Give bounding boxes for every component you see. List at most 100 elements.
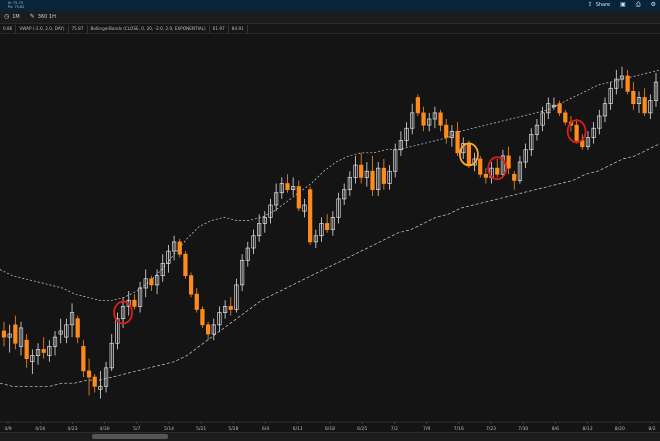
candle-up (347, 177, 352, 191)
x-tick-label: 6/11 (293, 426, 303, 432)
small-line-1: N: 75.75 (8, 1, 23, 5)
x-tick-label: 8/6 (552, 426, 559, 432)
candle-up (268, 204, 273, 218)
highlight-circle-orange (459, 142, 479, 167)
candle-down (359, 164, 364, 178)
x-tick-label: 5/28 (228, 426, 238, 432)
candle-up (115, 318, 120, 344)
candle-up (540, 112, 545, 126)
candle-down (24, 339, 29, 359)
x-tick-label: 8/13 (583, 426, 593, 432)
highlight-circle-red (566, 119, 587, 144)
candle-down (81, 345, 86, 372)
candle-up (529, 134, 534, 151)
candle-up (154, 275, 160, 286)
candle-up (120, 306, 126, 320)
candle-down (483, 173, 489, 178)
candle-down (13, 324, 18, 344)
candle-down (149, 278, 154, 286)
candle-up (64, 324, 69, 338)
candle-down (296, 186, 301, 209)
horizontal-scrollbar[interactable] (0, 432, 660, 441)
candle-down (455, 130, 460, 154)
bollinger-bands (0, 69, 660, 387)
candle-up (410, 112, 415, 129)
x-tick-label: 7/30 (518, 426, 528, 432)
candle-down (642, 97, 647, 114)
candle-up (319, 223, 324, 237)
gear-icon[interactable]: ⚙ (650, 1, 656, 8)
candle-down (41, 349, 46, 353)
share-button[interactable]: ⇪ Share (588, 1, 610, 9)
candle-up (534, 124, 540, 135)
candle-up (523, 149, 528, 163)
x-tick-label: 4/9 (4, 426, 11, 432)
candle-up (653, 81, 659, 101)
x-tick-label: 7/2 (391, 426, 398, 432)
candle-up (602, 103, 608, 117)
study-item[interactable]: 0.86 (0, 24, 17, 33)
candle-up (449, 130, 455, 138)
candle-up (336, 198, 341, 218)
candle-down (285, 183, 290, 191)
candle-up (98, 385, 103, 390)
candle-up (262, 216, 267, 224)
candle-down (75, 318, 80, 338)
candle-up (302, 204, 307, 212)
candle-down (631, 91, 636, 105)
candle-down (438, 112, 443, 126)
highlight-circle-red (487, 156, 508, 181)
period-button[interactable]: ✎ 360 1H (30, 13, 56, 21)
candle-up (404, 127, 409, 141)
candle-up (257, 223, 262, 237)
x-tick-label: 6/25 (357, 426, 367, 432)
candle-up (291, 186, 296, 191)
candle-down (308, 189, 313, 243)
candle-up (648, 100, 653, 114)
candle-up (69, 312, 75, 326)
study-item[interactable]: BollingerBands (CLOSE, 0, 20, -2.0, 2.0,… (88, 24, 210, 33)
candle-up (393, 149, 398, 172)
candle-up (240, 259, 245, 286)
candle-down (370, 170, 375, 191)
candle-down (512, 173, 517, 181)
candle-up (109, 342, 114, 369)
candle-up (223, 306, 228, 313)
candle-down (188, 275, 194, 295)
candle-down (177, 241, 182, 255)
timeframe-label: 1M (12, 14, 20, 20)
scrollbar-thumb[interactable] (92, 434, 168, 439)
study-item[interactable]: VWAP (-2.0, 2.0, DAY) (16, 24, 69, 33)
candle-down (1, 330, 7, 338)
x-tick-label: 6/18 (325, 426, 335, 432)
study-item: 84.91 (229, 24, 248, 33)
candle-down (563, 112, 568, 123)
candle-down (421, 112, 426, 126)
x-tick-label: 5/14 (164, 426, 174, 432)
lower-band-line (0, 143, 660, 387)
x-tick-label: 7/16 (454, 426, 464, 432)
candle-down (466, 143, 472, 166)
candle-up (211, 324, 216, 335)
candle-up (551, 104, 557, 108)
candle-up (591, 127, 596, 138)
top-right-actions: ⇪ Share ▣ ⎙ ⚙ (588, 1, 656, 9)
share-icon: ⇪ (587, 1, 593, 8)
small-line-2: Px: 75.82 (8, 5, 25, 9)
candle-down (92, 376, 97, 387)
candle-up (18, 327, 24, 347)
candle-up (398, 140, 403, 151)
candle-up (7, 333, 12, 338)
candle-up (143, 278, 148, 289)
window-icon[interactable]: ▣ (620, 1, 626, 8)
timeframe-button[interactable]: ◷ 1M (4, 13, 20, 21)
x-tick-label: 6/4 (262, 426, 269, 432)
candle-up (387, 170, 392, 184)
candle-up (597, 115, 602, 129)
candle-up (619, 75, 625, 80)
print-icon[interactable]: ⎙ (635, 1, 641, 8)
clock-icon: ◷ (4, 13, 10, 20)
price-chart[interactable]: 4/9 4/16 4/23 4/30 5/7 5/14 5/21 5/28 6/4 6/11 6/1… (0, 33, 660, 432)
candle-up (251, 235, 256, 249)
candle-up (35, 349, 41, 356)
